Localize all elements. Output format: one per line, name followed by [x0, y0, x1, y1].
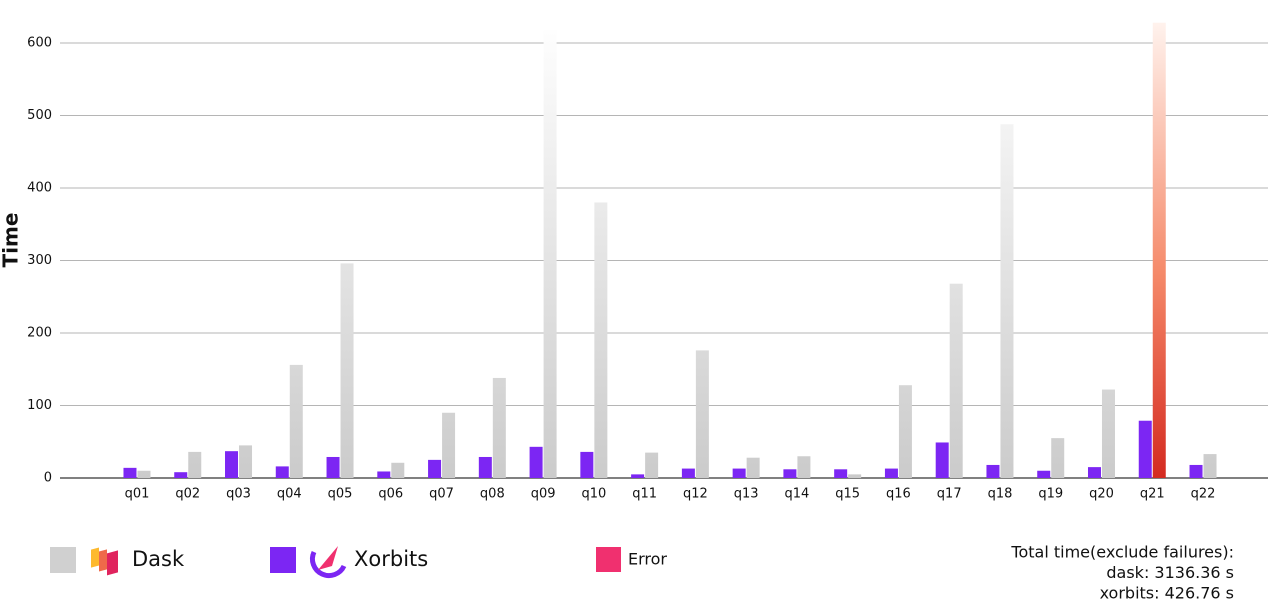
y-tick-label: 200: [27, 326, 52, 341]
bar: [949, 283, 963, 478]
x-tick-label: q11: [632, 487, 657, 502]
x-tick-label: q10: [581, 487, 606, 502]
bar: [225, 451, 239, 478]
bar: [594, 202, 608, 478]
x-tick-label: q02: [175, 487, 200, 502]
legend-swatch: [596, 547, 621, 572]
x-tick-label: q06: [378, 487, 403, 502]
bar: [898, 385, 912, 478]
x-tick-label: q09: [531, 487, 556, 502]
bar: [797, 456, 811, 478]
x-tick-label: q17: [937, 487, 962, 502]
bar: [340, 263, 354, 478]
bar: [543, 29, 557, 478]
legend-swatch: [270, 547, 296, 573]
legend-label: Error: [628, 550, 667, 569]
x-tick-label: q21: [1140, 487, 1165, 502]
bar: [137, 470, 151, 478]
bar: [1037, 470, 1051, 478]
bar: [326, 456, 340, 478]
bar: [188, 451, 202, 478]
bar: [174, 472, 188, 478]
total-time-note: Total time(exclude failures):: [1010, 543, 1234, 562]
bar: [834, 469, 848, 478]
legend-label: Xorbits: [354, 547, 428, 571]
x-tick-label: q20: [1089, 487, 1114, 502]
bar: [1000, 124, 1014, 478]
bar: [289, 364, 303, 478]
bar: [884, 468, 898, 478]
bar: [1051, 438, 1065, 478]
total-time-note: dask: 3136.36 s: [1106, 563, 1234, 582]
bar: [1101, 389, 1115, 478]
x-tick-label: q03: [226, 487, 251, 502]
bar: [442, 412, 456, 478]
x-tick-label: q05: [328, 487, 353, 502]
bar: [1203, 454, 1217, 478]
bar: [391, 462, 405, 478]
bar: [239, 445, 253, 478]
legend-label: Dask: [132, 547, 185, 571]
bar: [1087, 467, 1101, 478]
total-time-note: xorbits: 426.76 s: [1100, 584, 1234, 603]
x-tick-label: q04: [277, 487, 302, 502]
x-tick-label: q01: [125, 487, 150, 502]
x-tick-label: q07: [429, 487, 454, 502]
bar: [1138, 420, 1152, 478]
bar: [529, 446, 543, 478]
bar: [645, 452, 659, 478]
bar: [275, 466, 289, 478]
x-tick-label: q14: [785, 487, 810, 502]
y-tick-label: 500: [27, 108, 52, 123]
x-tick-label: q22: [1191, 487, 1216, 502]
bar: [428, 459, 442, 478]
bar: [783, 469, 797, 478]
y-tick-label: 600: [27, 36, 52, 51]
x-tick-label: q19: [1038, 487, 1063, 502]
x-tick-label: q13: [734, 487, 759, 502]
legend-swatch: [50, 547, 76, 573]
bar: [123, 467, 137, 478]
dask-logo: [91, 547, 118, 576]
xorbits-logo: [309, 546, 347, 579]
bar: [681, 468, 695, 478]
x-tick-label: q08: [480, 487, 505, 502]
x-tick-label: q15: [835, 487, 860, 502]
y-tick-label: 100: [27, 398, 52, 413]
x-tick-label: q12: [683, 487, 708, 502]
y-axis-label: Time: [0, 213, 23, 268]
bar: [695, 350, 709, 478]
y-tick-label: 0: [44, 471, 52, 486]
bar: [746, 457, 760, 478]
bar: [935, 442, 949, 478]
y-tick-label: 300: [27, 253, 52, 268]
bar: [1152, 22, 1166, 478]
bar: [377, 471, 391, 478]
bar: [848, 474, 862, 478]
x-tick-label: q16: [886, 487, 911, 502]
bar: [986, 464, 1000, 478]
bar: [631, 474, 645, 478]
bar: [732, 468, 746, 478]
bar: [1189, 464, 1203, 478]
bar: [478, 456, 492, 478]
bar: [492, 377, 506, 478]
x-tick-label: q18: [988, 487, 1013, 502]
y-tick-label: 400: [27, 181, 52, 196]
bar: [580, 451, 594, 478]
